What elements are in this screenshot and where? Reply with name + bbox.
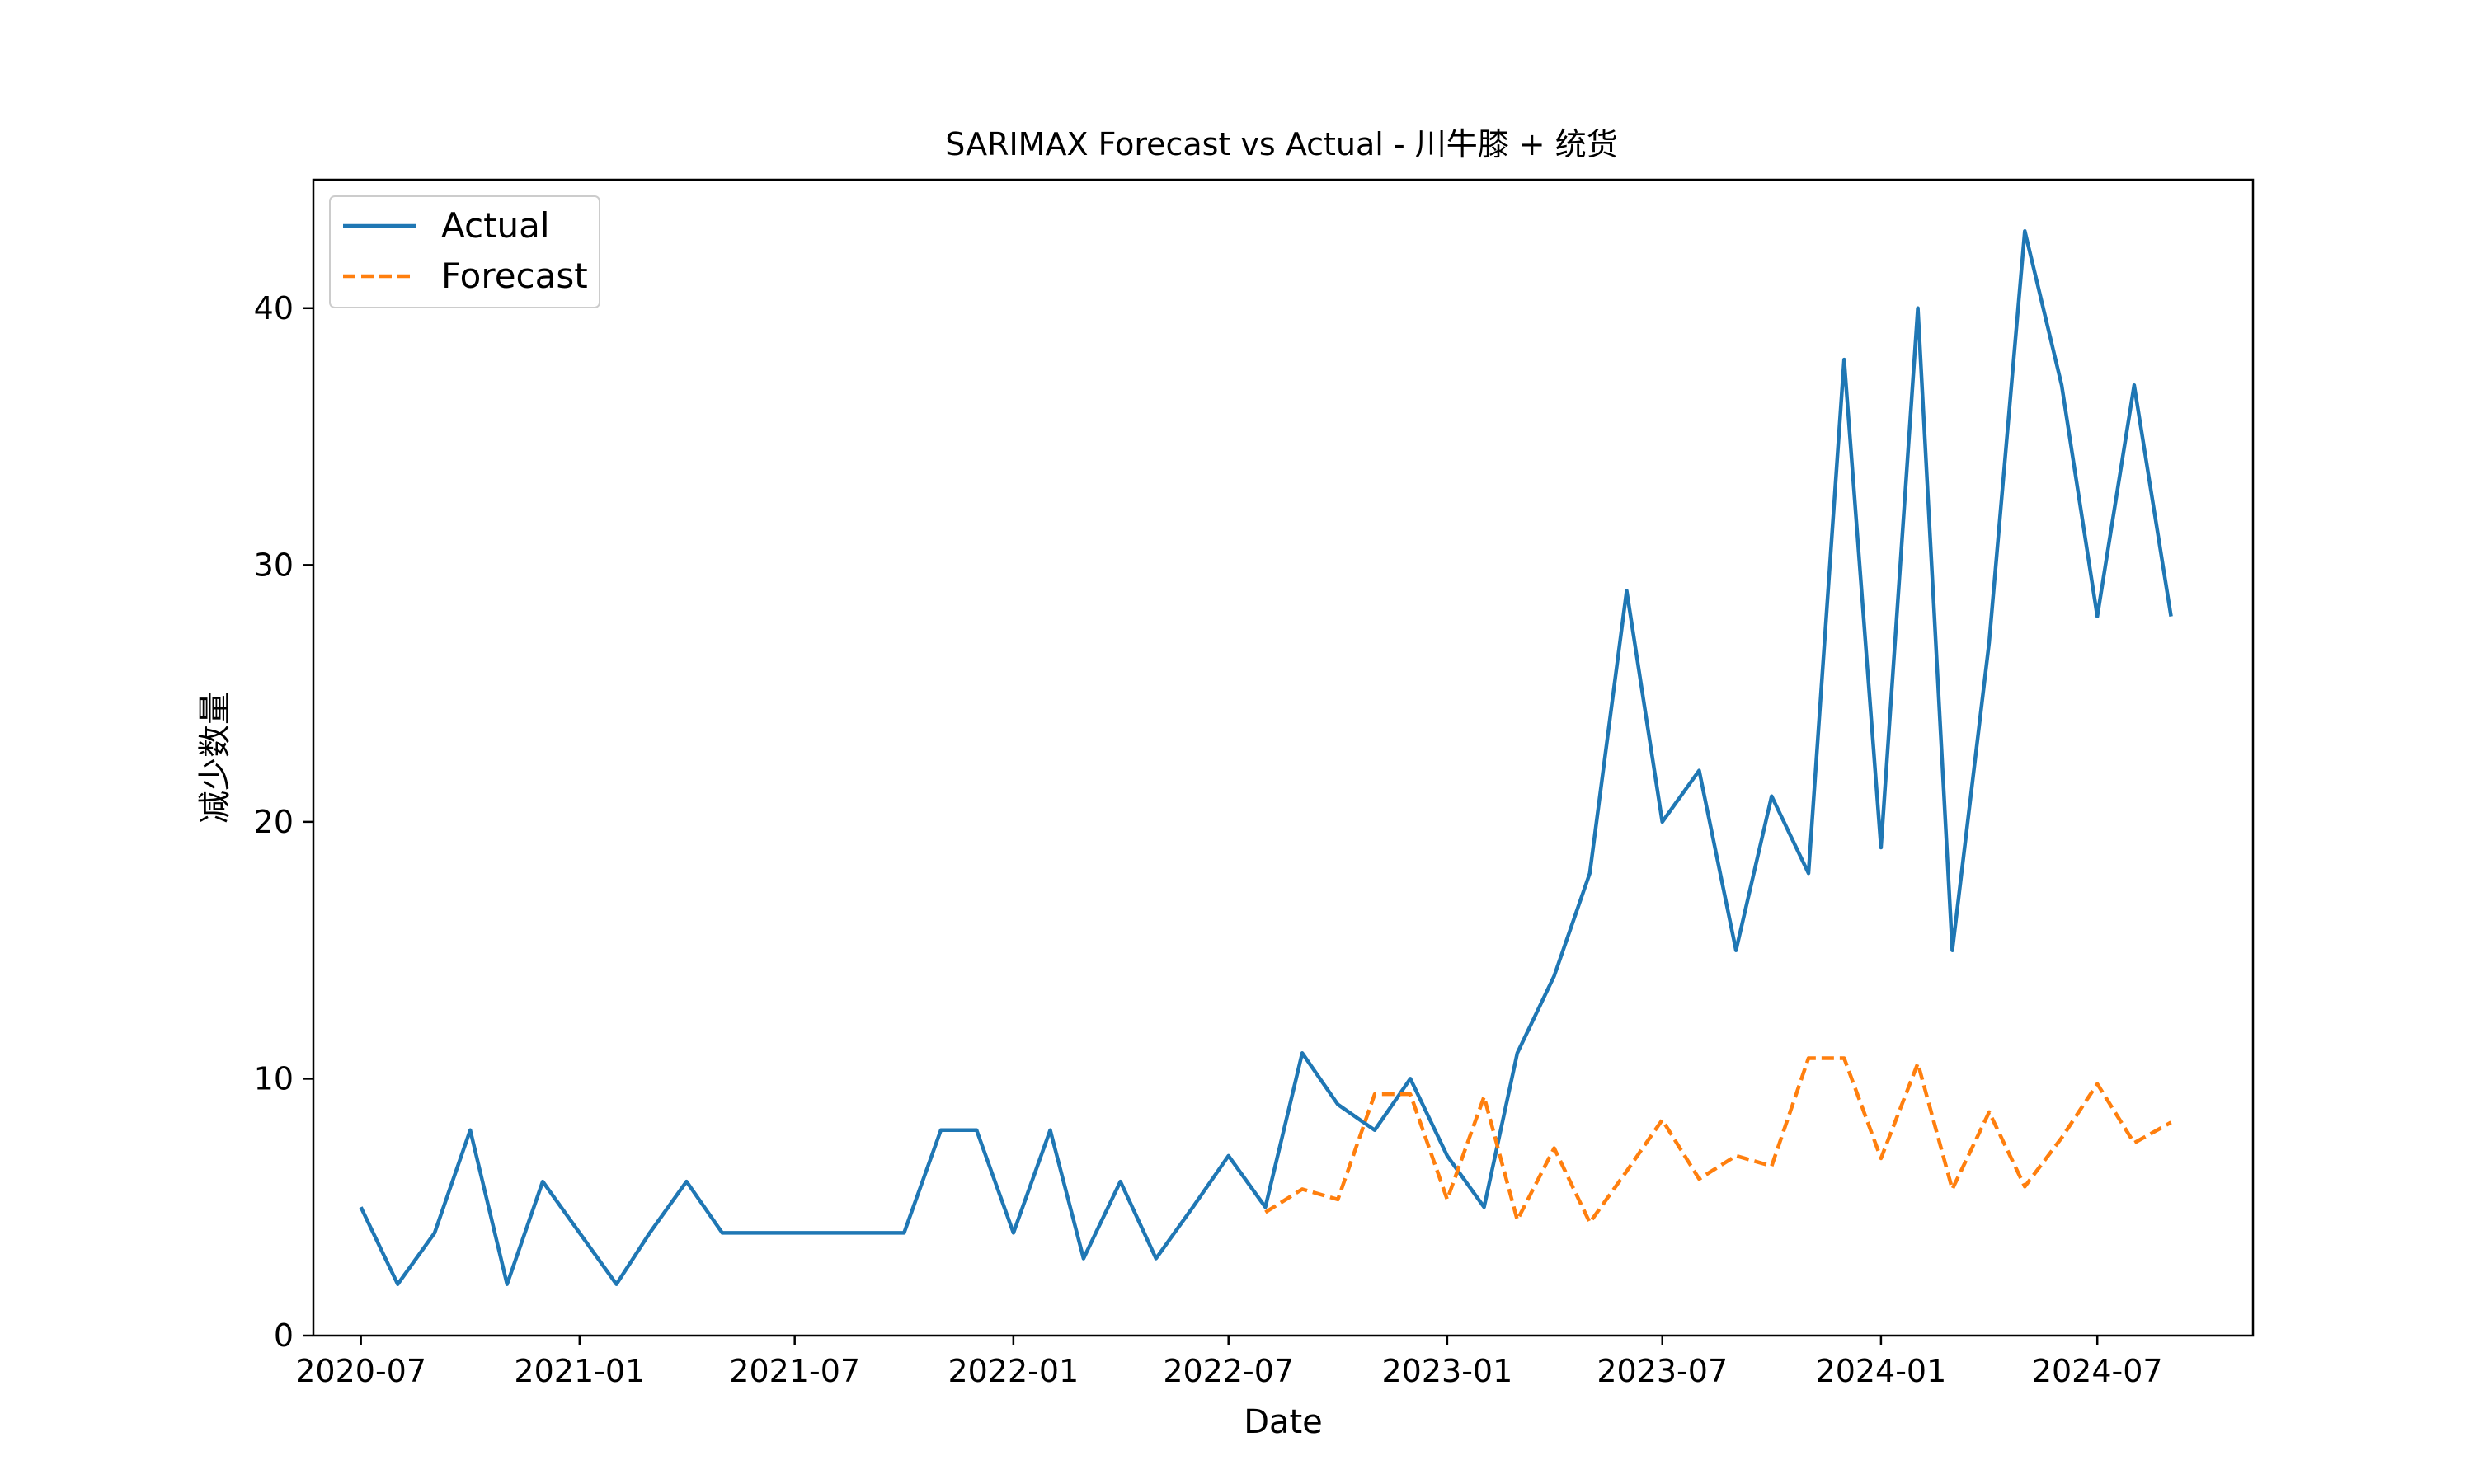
x-tick-label: 2021-01 [514, 1353, 645, 1389]
y-tick-label: 0 [274, 1317, 294, 1354]
series-line-actual [359, 229, 2173, 1286]
y-tick-label: 30 [254, 547, 294, 583]
x-tick-label: 2020-07 [295, 1353, 426, 1389]
x-tick-label: 2022-01 [948, 1353, 1079, 1389]
y-tick-label: 40 [254, 290, 294, 326]
y-tick-label: 10 [254, 1060, 294, 1097]
legend: Actual Forecast [329, 195, 600, 308]
x-tick-label: 2023-07 [1597, 1353, 1728, 1389]
x-tick-label: 2022-07 [1163, 1353, 1294, 1389]
y-axis-label: 减少数量 [196, 692, 234, 824]
series-layer [359, 229, 2173, 1286]
x-tick-label: 2023-01 [1381, 1353, 1512, 1389]
y-tick-label: 20 [254, 804, 294, 840]
series-line-forecast [1264, 1056, 2172, 1225]
x-tick-label: 2021-07 [729, 1353, 860, 1389]
plot-area-frame [312, 178, 2255, 1337]
y-axis: 0 10 20 30 40 [254, 290, 313, 1354]
chart-title: SARIMAX Forecast vs Actual - 川牛膝 + 统货 [945, 126, 1617, 162]
legend-label-actual: Actual [441, 205, 550, 246]
x-tick-label: 2024-07 [2032, 1353, 2163, 1389]
x-axis-label: Date [1244, 1403, 1323, 1441]
x-tick-label: 2024-01 [1816, 1353, 1947, 1389]
legend-label-forecast: Forecast [441, 256, 588, 296]
x-axis: 2020-07 2021-01 2021-07 2022-01 2022-07 2023-… [295, 1336, 2163, 1389]
